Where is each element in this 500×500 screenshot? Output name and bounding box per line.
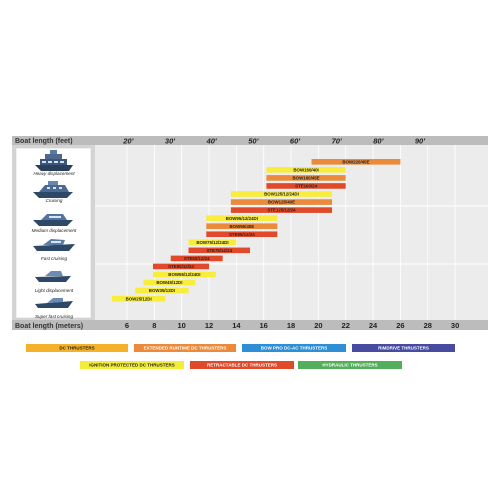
feet-axis-title: Boat length (feet) — [15, 138, 73, 145]
vessel-panel-inner — [15, 147, 92, 319]
feet-tick-label: 40' — [206, 137, 217, 146]
legend-label-hydraulic: HYDRAULIC THRUSTERS — [322, 363, 377, 368]
bar-bow220-45e — [311, 159, 401, 165]
bar-label: BOW95/12/24DI — [226, 216, 258, 221]
bar-bow45-12di — [143, 279, 196, 286]
bar-label: BOW160/40I — [293, 167, 318, 172]
legend-swatch-dc — [26, 344, 128, 352]
feet-tick-label: 80' — [373, 137, 383, 146]
bar-ste55-12-24 — [152, 263, 210, 270]
legend-label-rimdrive: RIMDRIVE THRUSTERS — [378, 346, 429, 351]
bar-bow95-40e — [206, 223, 278, 229]
meters-tick-label: 30 — [451, 321, 459, 330]
legend-swatch-extended — [134, 344, 236, 352]
bar-bow160-45e — [266, 175, 346, 181]
bar-bow35-12di — [135, 287, 189, 294]
meters-tick-label: 18 — [287, 321, 295, 330]
bar-label: STE75/12/24 — [206, 248, 232, 253]
meters-axis-ticks: 6 8 10 12 14 16 18 20 22 24 26 28 30 — [125, 321, 459, 330]
bar-bow95-12-24di — [206, 215, 278, 221]
bar-label: BOW125/12/24DI — [264, 192, 299, 197]
bar-label: STE160/24 — [295, 184, 318, 189]
bar-ste75-12-24 — [188, 247, 251, 254]
bar-bow160-40i — [266, 167, 346, 173]
legend-label-dc: DC THRUSTERS — [59, 346, 94, 351]
bar-label: BOW95/40E — [229, 224, 254, 229]
bar-bow25-12di — [111, 295, 166, 302]
cruising-yacht-icon — [33, 181, 73, 198]
vessel-label-super-fast-cruising: Super fast cruising — [35, 314, 73, 319]
bar-bow75-12-24di — [188, 239, 237, 246]
legend: DC THRUSTERS EXTENDED RUNTIME DC THRUSTER… — [26, 344, 455, 369]
feet-axis-ticks: 20' 30' 40' 50' 60' 70' 80' 90' — [122, 137, 425, 146]
legend-swatch-retractable — [190, 361, 294, 369]
legend-label-bowpro: BOW PRO DC-AC THRUSTERS — [261, 346, 328, 351]
super-fast-cruising-boat-icon — [35, 298, 73, 308]
bar-bow125-40e — [230, 199, 333, 205]
meters-tick-label: 26 — [396, 321, 404, 330]
vessel-label-heavy-displacement: Heavy displacement — [33, 171, 75, 176]
bar-label: BOW45/12DI — [156, 280, 182, 285]
feet-tick-label: 90' — [415, 137, 425, 146]
bar-label: STE125/12/24 — [267, 208, 296, 213]
feet-tick-label: 30' — [165, 137, 175, 146]
bar-bow55-12-24di — [152, 271, 216, 278]
meters-tick-label: 28 — [424, 321, 432, 330]
bar-label: BOW160/45E — [293, 176, 320, 181]
vessel-label-light-displacement: Light displacement — [35, 288, 74, 293]
vessel-label-cruising: Cruising — [46, 198, 63, 203]
legend-swatch-hydraulic — [298, 361, 402, 369]
fast-cruising-boat-icon — [33, 239, 75, 251]
bar-label: BOW220/45E — [342, 159, 369, 164]
meters-axis-band — [12, 320, 488, 330]
medium-displacement-boat-icon — [33, 214, 73, 226]
feet-axis-band — [12, 136, 488, 145]
heavy-displacement-yacht-icon — [35, 150, 73, 171]
vessel-label-medium-displacement: Medium displacement — [32, 228, 77, 233]
meters-tick-label: 22 — [342, 321, 350, 330]
legend-label-extended: EXTENDED RUNTIME DC THRUSTERS — [144, 346, 227, 351]
bar-label: BOW55/12/24DI — [168, 272, 200, 277]
meters-tick-label: 14 — [232, 321, 241, 330]
meters-axis-title: Boat length (meters) — [15, 323, 83, 330]
bar-label: STE60/12/24 — [184, 256, 210, 261]
bar-ste95-12-24 — [206, 231, 278, 238]
feet-tick-label: 60' — [290, 137, 300, 146]
feet-tick-label: 20' — [122, 137, 133, 146]
legend-swatch-ignition — [80, 361, 184, 369]
bar-label: BOW25/12DI — [126, 296, 152, 301]
bar-label: BOW75/12/24DI — [196, 240, 228, 245]
meters-tick-label: 6 — [125, 321, 129, 330]
thruster-bars: BOW220/45E BOW160/40I BOW160/45E STE160/24 B… — [111, 159, 401, 302]
bar-ste60-12-24 — [170, 255, 223, 262]
meters-tick-label: 8 — [152, 321, 156, 330]
meters-tick-label: 24 — [369, 321, 378, 330]
bar-label: BOW35/12DI — [149, 288, 175, 293]
vessel-label-fast-cruising: Fast cruising — [41, 256, 67, 261]
meters-tick-label: 20 — [314, 321, 322, 330]
legend-label-ignition: IGNITION PROTECTED DC THRUSTERS — [89, 363, 175, 368]
bar-bow125-12-24di — [230, 191, 333, 197]
legend-label-retractable: RETRACTABLE DC THRUSTERS — [207, 363, 277, 368]
bar-label: STE55/12/24 — [168, 264, 194, 269]
bar-label: BOW125/40E — [268, 200, 295, 205]
bar-ste125-12-24 — [230, 207, 333, 213]
bar-ste160-24 — [266, 183, 346, 189]
light-displacement-boat-icon — [35, 271, 71, 282]
legend-swatch-rimdrive — [352, 344, 455, 352]
meters-tick-label: 16 — [260, 321, 268, 330]
feet-tick-label: 50' — [248, 137, 258, 146]
legend-swatch-bowpro — [242, 344, 346, 352]
meters-tick-label: 12 — [205, 321, 213, 330]
meters-tick-label: 10 — [178, 321, 186, 330]
feet-tick-label: 70' — [332, 137, 342, 146]
bar-label: STE95/12/24 — [229, 232, 255, 237]
